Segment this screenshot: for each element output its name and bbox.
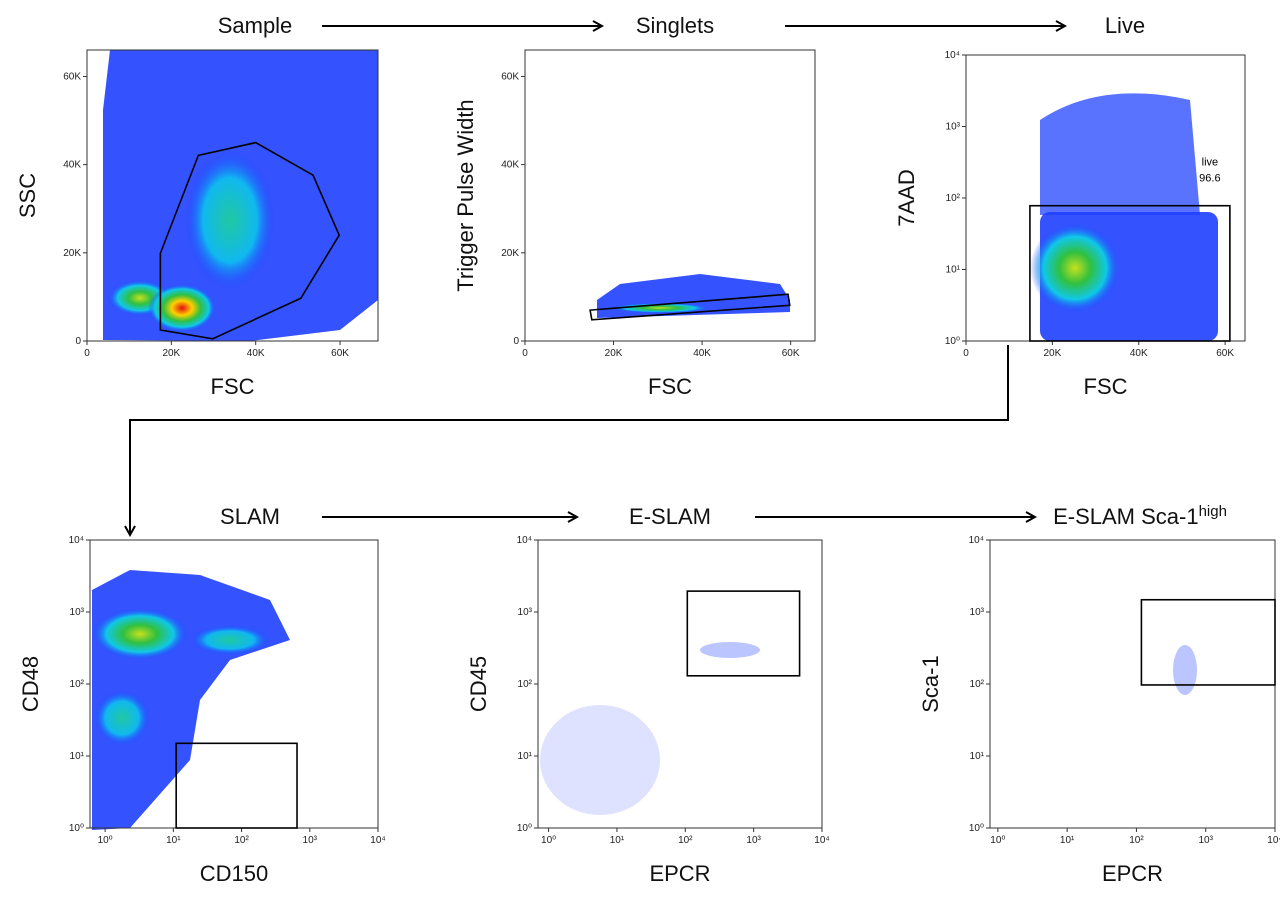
x-tick-label: 0 (522, 348, 528, 359)
x-tick-label: 60K (331, 348, 349, 359)
x-axis-label: FSC (211, 374, 255, 399)
x-tick-label: 0 (84, 348, 90, 359)
y-tick-label: 10⁴ (945, 50, 960, 61)
y-tick-label: 10² (970, 679, 985, 690)
panel-title: E-SLAM (629, 504, 711, 529)
title-superscript: high (1199, 503, 1227, 520)
x-axis-label: CD150 (200, 861, 268, 886)
y-tick-label: 0 (75, 336, 81, 347)
gate (175, 742, 298, 829)
x-axis-label: EPCR (649, 861, 710, 886)
y-tick-label: 60K (501, 71, 519, 82)
x-tick-label: 10¹ (610, 835, 625, 846)
x-tick-label: 10⁰ (98, 835, 113, 846)
x-axis-label: EPCR (1102, 861, 1163, 886)
title-text: E-SLAM (629, 504, 711, 529)
y-tick-label: 20K (501, 248, 519, 259)
x-axis-label: FSC (1084, 374, 1128, 399)
x-tick-label: 60K (782, 348, 800, 359)
y-tick-label: 10³ (518, 607, 533, 618)
x-tick-label: 20K (162, 348, 180, 359)
y-tick-label: 10¹ (70, 751, 85, 762)
x-axis-label: FSC (648, 374, 692, 399)
panel-title: Singlets (636, 13, 714, 38)
y-tick-label: 10² (946, 193, 961, 204)
x-tick-label: 10⁴ (1267, 835, 1280, 846)
x-tick-label: 10³ (746, 835, 761, 846)
y-tick-label: 10¹ (518, 751, 533, 762)
plot-frame (524, 49, 816, 342)
x-tick-label: 10¹ (166, 835, 181, 846)
y-tick-label: 10⁴ (69, 535, 84, 546)
y-tick-label: 10³ (970, 607, 985, 618)
title-text: E-SLAM Sca-1 (1053, 504, 1199, 529)
density-clouds (92, 50, 1218, 830)
title-text: Sample (218, 13, 293, 38)
y-tick-label: 60K (63, 71, 81, 82)
y-tick-label: 10⁰ (969, 823, 984, 834)
x-tick-label: 0 (963, 348, 969, 359)
y-tick-label: 10⁴ (517, 535, 532, 546)
y-tick-label: 10¹ (970, 751, 985, 762)
x-tick-label: 20K (605, 348, 623, 359)
x-tick-label: 60K (1216, 348, 1234, 359)
gate (1029, 204, 1231, 342)
panel-title: Live (1105, 13, 1145, 38)
x-tick-label: 10⁰ (990, 835, 1005, 846)
title-text: SLAM (220, 504, 280, 529)
x-tick-label: 40K (247, 348, 265, 359)
y-tick-label: 10⁴ (969, 535, 984, 546)
y-axis-label: Trigger Pulse Width (453, 99, 478, 291)
title-text: Live (1105, 13, 1145, 38)
gating-arrows (130, 26, 1065, 535)
y-tick-label: 10⁰ (517, 823, 532, 834)
x-tick-label: 10⁴ (814, 835, 829, 846)
x-tick-label: 10³ (303, 835, 318, 846)
y-axis-label: 7AAD (894, 169, 919, 226)
title-text: Singlets (636, 13, 714, 38)
y-tick-label: 10⁰ (945, 336, 960, 347)
y-axis-label: SSC (15, 173, 40, 218)
gate (159, 141, 341, 340)
y-tick-label: 10³ (70, 607, 85, 618)
plot-frame (86, 49, 379, 342)
gate-name: live (1202, 157, 1219, 169)
y-tick-label: 40K (63, 160, 81, 171)
gate-percent: 96.6 (1199, 173, 1220, 185)
panel-title: Sample (218, 13, 293, 38)
x-tick-label: 40K (693, 348, 711, 359)
panel-title: E-SLAM Sca-1high (1053, 503, 1227, 529)
y-axis-label: Sca-1 (918, 655, 943, 712)
gate (589, 293, 791, 321)
x-tick-label: 40K (1130, 348, 1148, 359)
y-tick-label: 20K (63, 248, 81, 259)
y-tick-label: 10² (518, 679, 533, 690)
gate (1140, 598, 1276, 686)
y-axis-label: CD48 (18, 656, 43, 712)
gate (686, 590, 801, 677)
y-tick-label: 10³ (946, 122, 961, 133)
x-tick-label: 20K (1043, 348, 1061, 359)
y-tick-label: 10⁰ (69, 823, 84, 834)
x-tick-label: 10⁴ (370, 835, 385, 846)
x-tick-label: 10¹ (1060, 835, 1075, 846)
y-axis-label: CD45 (466, 656, 491, 712)
y-tick-label: 0 (513, 336, 519, 347)
x-tick-label: 10² (678, 835, 693, 846)
x-tick-label: 10² (234, 835, 249, 846)
panel-title: SLAM (220, 504, 280, 529)
y-tick-label: 10² (70, 679, 85, 690)
plot-frame (989, 539, 1276, 829)
x-tick-label: 10² (1129, 835, 1144, 846)
x-tick-label: 10⁰ (541, 835, 556, 846)
x-tick-label: 10³ (1198, 835, 1213, 846)
y-tick-label: 40K (501, 160, 519, 171)
y-tick-label: 10¹ (946, 265, 961, 276)
